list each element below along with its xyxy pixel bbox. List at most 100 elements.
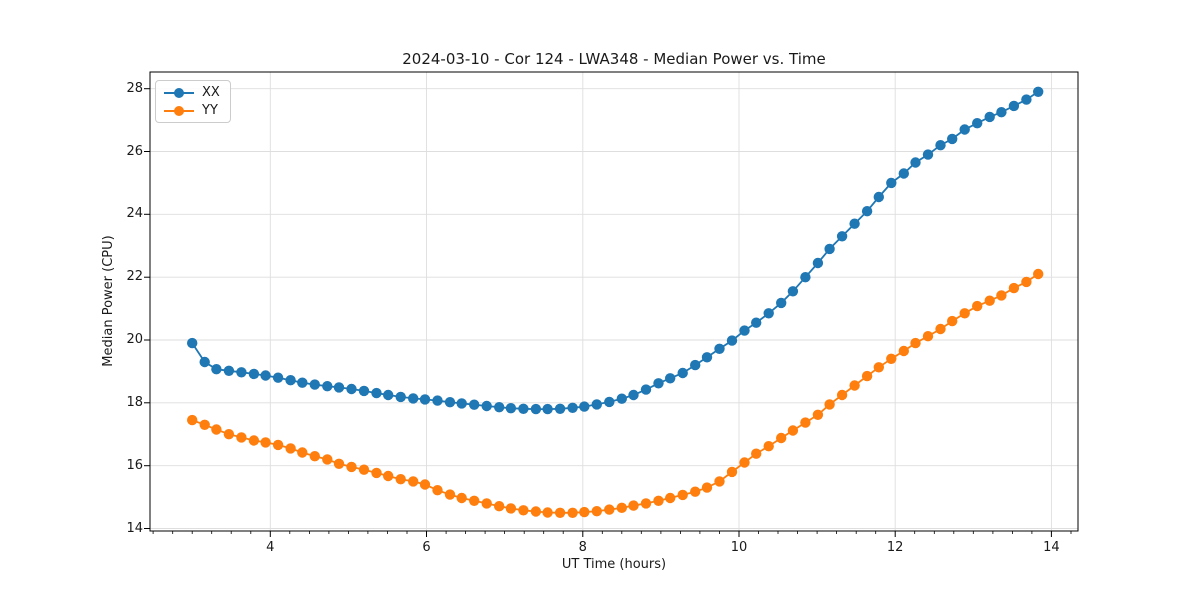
data-point [628,500,639,511]
data-point [395,474,406,485]
gridlines [150,72,1078,531]
data-point [432,485,443,496]
data-point [567,402,578,413]
data-point [984,111,995,123]
data-point [922,331,934,342]
data-point [910,337,921,349]
data-point [285,443,296,454]
data-point [739,457,750,468]
data-point [947,315,958,327]
data-point [383,389,394,401]
data-point [494,402,505,413]
x-axis-label: UT Time (hours) [561,557,667,572]
data-point [836,389,848,401]
data-point [787,425,799,436]
data-point [518,505,529,516]
data-point [690,486,701,497]
data-point [591,506,602,517]
data-point [898,345,909,357]
data-point [861,206,873,217]
y-tick-label: 16 [126,457,143,473]
data-point [873,191,884,203]
data-point [972,300,983,312]
x-minor-ticks [152,531,1072,534]
data-point [873,362,884,373]
data-point [248,368,260,380]
legend-item-xx: XX [164,86,220,99]
data-point [554,507,566,518]
data-point [604,396,615,408]
data-point [358,464,370,475]
data-point [322,381,333,392]
data-point [322,454,333,465]
data-point [591,399,602,410]
data-point [776,432,787,444]
data-point [726,335,738,346]
data-point [787,286,799,297]
x-tick-label: 10 [730,540,748,555]
data-point [1008,282,1020,294]
data-point [886,177,897,189]
data-point [1021,94,1032,105]
data-point [751,448,762,459]
data-point [886,353,897,364]
data-point [836,231,848,242]
data-point [616,502,627,513]
data-point [444,397,456,408]
data-point [751,317,762,328]
data-point [419,394,431,405]
data-point [383,470,394,482]
data-point [469,495,480,506]
data-point [432,395,443,406]
data-point [849,218,860,229]
legend-label-yy: YY [202,103,218,118]
data-point [554,403,566,414]
data-point [211,364,222,375]
legend-marker-xx [164,87,194,98]
data-point [236,367,247,378]
data-point [653,378,664,389]
data-point [665,492,676,504]
data-point [800,272,811,283]
data-point [739,325,750,336]
data-point [260,370,271,381]
data-point [358,385,370,397]
data-point [408,393,419,404]
data-point [1033,268,1044,280]
y-tick-label: 24 [126,206,143,222]
data-point [714,343,725,354]
data-point [456,492,467,504]
data-point [701,352,713,363]
data-point [935,140,946,151]
data-point [187,337,198,349]
data-point [579,506,590,518]
legend-dot-yy-icon [174,105,184,116]
data-point [616,393,627,404]
x-ticks [269,531,1052,537]
legend-label-xx: XX [202,85,220,100]
data-point [1008,100,1020,112]
data-point [726,466,738,478]
x-tick-label: 6 [422,540,431,555]
data-point [1033,86,1044,98]
x-tick-label: 12 [886,540,904,555]
data-point [248,435,260,446]
data-point [444,489,456,500]
data-point [285,375,296,386]
data-point [959,124,970,135]
data-point [812,409,824,420]
data-point [505,403,517,414]
legend-marker-yy [164,105,194,116]
data-point [333,458,345,469]
data-point [947,133,958,145]
data-point [297,377,308,388]
data-point [690,359,701,371]
data-point [812,257,824,269]
data-point [898,168,909,179]
data-point [211,424,222,435]
data-point [776,297,787,309]
data-point [763,308,774,319]
data-point [481,498,492,509]
